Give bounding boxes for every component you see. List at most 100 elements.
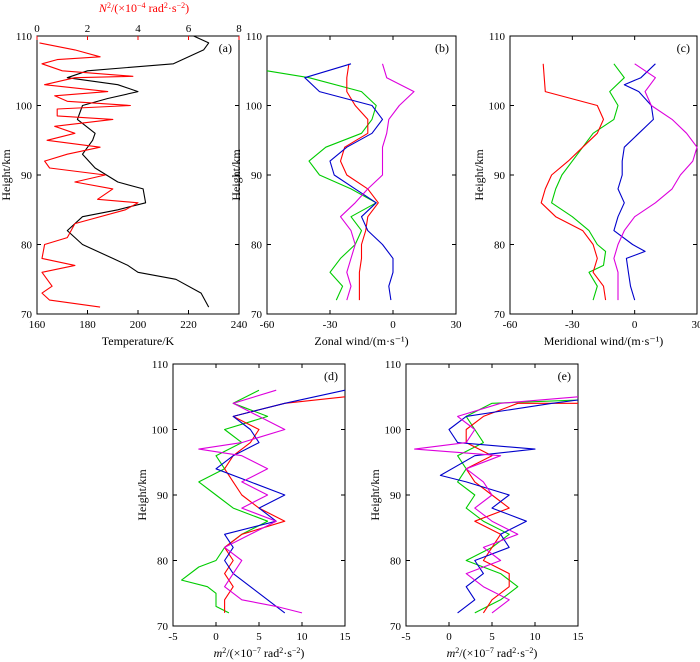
- x-tick-label: 220: [180, 319, 197, 331]
- x-axis-label-part: m: [447, 646, 456, 660]
- y-tick-label: 100: [385, 425, 402, 437]
- x-axis-label-part: 2: [512, 646, 516, 655]
- y-tick-label: 110: [152, 359, 169, 371]
- panel-label: (b): [435, 41, 449, 55]
- x-tick-label: -5: [168, 631, 178, 643]
- top-axis-label-part: ·s: [168, 1, 177, 15]
- y-tick-label: 110: [385, 359, 402, 371]
- x-axis-label-part: ): [533, 646, 537, 660]
- y-tick-label: 70: [494, 309, 506, 321]
- plot-frame: [509, 35, 698, 315]
- x-axis-label: m2/(×10−7 rad2·s−2): [447, 646, 538, 661]
- x-axis-label-part: ): [300, 646, 304, 660]
- y-tick-label: 100: [246, 101, 263, 113]
- x-axis-label-part: −7: [252, 646, 261, 655]
- x-axis-label-part: ·s: [283, 646, 292, 660]
- y-axis-label: Height/km: [135, 469, 149, 521]
- top-tick-label: 2: [85, 23, 91, 35]
- x-axis-label-part: −7: [485, 646, 494, 655]
- x-tick-label: -30: [323, 319, 338, 331]
- series-line-e-3: [414, 396, 579, 614]
- y-tick-label: 90: [390, 490, 402, 502]
- series-line-b-0: [266, 70, 377, 301]
- x-tick-label: -60: [503, 319, 518, 331]
- y-axis-label: Height/km: [368, 469, 382, 521]
- series-line-c-1: [540, 63, 607, 301]
- series-line-a-1: [39, 42, 139, 308]
- x-tick-label: 0: [390, 319, 396, 331]
- panel-label: (c): [677, 41, 690, 55]
- x-axis-label: m2/(×10−7 rad2·s−2): [214, 646, 305, 661]
- x-tick-label: 0: [446, 631, 452, 643]
- x-tick-label: 180: [79, 319, 96, 331]
- x-tick-label: -30: [565, 319, 580, 331]
- x-axis-label-part: 2: [279, 646, 283, 655]
- y-tick-label: 90: [251, 170, 263, 182]
- x-axis-label-part: rad: [494, 646, 512, 660]
- top-axis-label-part: 2: [107, 1, 111, 10]
- panel-label: (a): [219, 41, 232, 55]
- y-axis-label: Height/km: [0, 149, 13, 201]
- series-line-c-2: [613, 63, 656, 301]
- x-axis-label-part: −2: [292, 646, 301, 655]
- top-tick-label: 4: [135, 23, 141, 35]
- chart-panel-c: -60 -30 0 30 70 80 90 100 110 Meridional wind/(m·…: [472, 31, 700, 348]
- x-tick-label: -5: [401, 631, 411, 643]
- x-axis-label-part: /(×10: [459, 646, 485, 660]
- y-tick-label: 90: [157, 490, 169, 502]
- x-axis-label-part: 2: [222, 646, 226, 655]
- series-line-d-3: [198, 389, 303, 614]
- x-tick-label: 30: [692, 319, 700, 331]
- plot-frame: [172, 363, 346, 627]
- y-tick-label: 100: [489, 101, 506, 113]
- series-line-b-2: [304, 63, 394, 301]
- y-tick-label: 90: [21, 170, 33, 182]
- y-tick-label: 110: [246, 31, 263, 43]
- y-tick-label: 80: [21, 240, 33, 252]
- y-tick-label: 100: [16, 101, 33, 113]
- top-axis-label: N2/(×10−4 rad2·s−2): [98, 1, 189, 16]
- top-tick-label: 6: [186, 23, 192, 35]
- top-axis-label-part: N: [98, 1, 108, 15]
- x-tick-label: 5: [489, 631, 495, 643]
- series-line-c-0: [551, 63, 625, 301]
- y-tick-label: 70: [157, 621, 169, 633]
- series-line-b-1: [339, 63, 379, 301]
- top-tick-label: 0: [34, 23, 40, 35]
- top-axis-label-part: −2: [177, 1, 186, 10]
- chart-panel-b: -60 -30 0 30 70 80 90 100 110 Zonal wind/(m·s⁻¹) H…: [229, 31, 462, 348]
- y-tick-label: 110: [489, 31, 506, 43]
- x-tick-label: 200: [130, 319, 147, 331]
- x-tick-label: 15: [573, 631, 585, 643]
- x-tick-label: 30: [451, 319, 463, 331]
- x-axis-label: Temperature/K: [102, 334, 175, 348]
- top-tick-label: 8: [236, 23, 242, 35]
- x-tick-label: 10: [297, 631, 309, 643]
- x-axis-label: Zonal wind/(m·s⁻¹): [314, 334, 408, 348]
- x-tick-label: 240: [231, 319, 248, 331]
- y-tick-label: 80: [157, 556, 169, 568]
- top-axis-label-part: 2: [164, 1, 168, 10]
- x-axis-label: Meridional wind/(m·s⁻¹): [544, 334, 664, 348]
- series-line-b-3: [339, 63, 415, 301]
- top-axis-label-part: rad: [146, 1, 164, 15]
- y-tick-label: 70: [390, 621, 402, 633]
- y-tick-label: 110: [16, 31, 33, 43]
- y-tick-label: 90: [494, 170, 506, 182]
- y-tick-label: 80: [251, 240, 263, 252]
- series-line-d-1: [224, 396, 346, 613]
- series-line-d-2: [215, 389, 346, 614]
- y-axis-label: Height/km: [472, 149, 486, 201]
- x-tick-label: 0: [632, 319, 638, 331]
- series-line-c-3: [613, 63, 698, 301]
- y-tick-label: 100: [152, 425, 169, 437]
- y-tick-label: 80: [390, 556, 402, 568]
- x-tick-label: 5: [256, 631, 262, 643]
- panel-label: (e): [558, 369, 571, 383]
- series-line-e-2: [439, 399, 579, 614]
- series-line-e-0: [457, 399, 579, 614]
- x-axis-label-part: −2: [525, 646, 534, 655]
